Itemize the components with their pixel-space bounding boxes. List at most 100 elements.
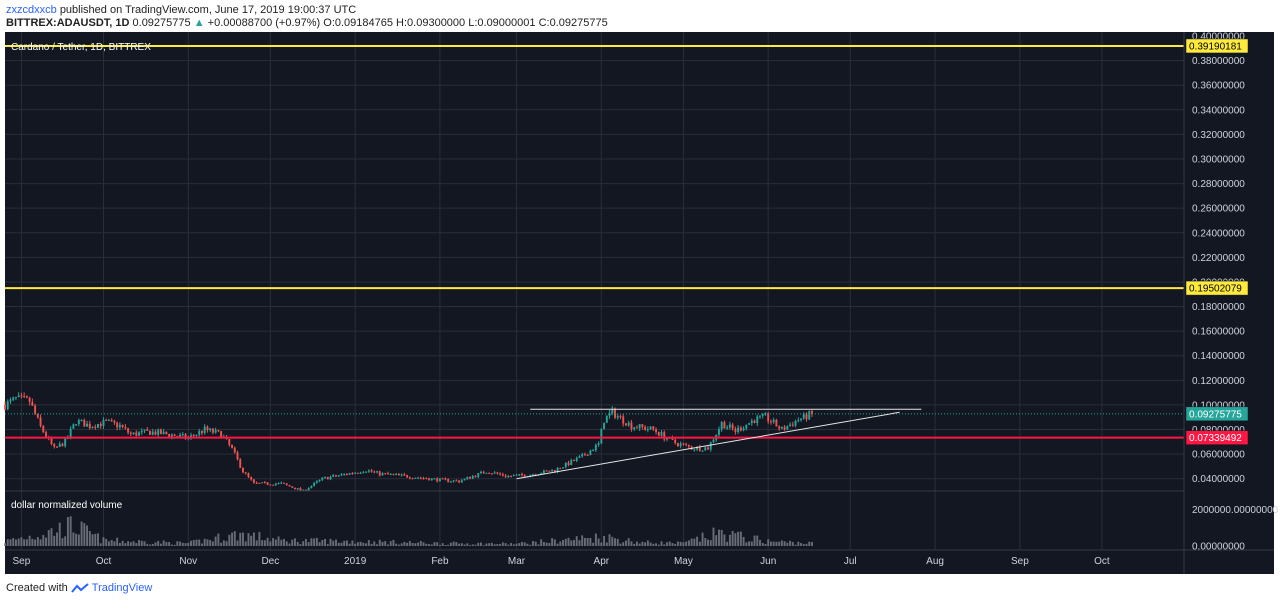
time-tick-label: Oct	[96, 556, 112, 567]
candle-body	[750, 420, 753, 424]
candle-body	[72, 424, 75, 429]
candle-body	[458, 480, 461, 483]
volume-bar	[151, 543, 154, 546]
candle-body	[698, 446, 701, 451]
volume-bar	[480, 542, 482, 546]
volume-bar	[165, 542, 168, 546]
time-tick-label: Sep	[1011, 556, 1029, 567]
volume-bar	[419, 541, 422, 546]
volume-bar	[441, 543, 444, 546]
candle-body	[389, 473, 392, 475]
volume-bar	[515, 543, 518, 546]
volume-bar	[39, 539, 42, 546]
volume-bar	[140, 540, 143, 546]
candle-body	[649, 426, 652, 430]
candle-body	[181, 434, 184, 436]
volume-bar	[778, 541, 781, 546]
tradingview-link[interactable]: TradingView	[91, 582, 153, 594]
volume-bar	[608, 534, 611, 546]
price-tick-label: 0.06000000	[1192, 450, 1245, 461]
candle-body	[373, 471, 376, 473]
volume-bar	[354, 543, 357, 546]
candle-body	[28, 397, 31, 402]
volume-bar	[376, 544, 378, 546]
candle-body	[285, 483, 288, 486]
candle-body	[165, 431, 168, 435]
volume-bar	[192, 539, 195, 546]
candle-body	[277, 483, 280, 485]
level-tag-label: 0.39190181	[1189, 41, 1242, 52]
candle-body	[542, 470, 545, 474]
candle-body	[769, 421, 772, 423]
author-link[interactable]: zxzcdxxcb	[6, 4, 57, 16]
candle-body	[589, 450, 592, 456]
candle-body	[441, 478, 444, 480]
price-tick-label: 0.26000000	[1192, 204, 1245, 215]
volume-bar	[294, 538, 296, 546]
candle-body	[638, 424, 641, 429]
volume-bar	[179, 541, 182, 546]
price-tick-label: 0.12000000	[1192, 376, 1245, 387]
candle-body	[452, 480, 455, 482]
symbol-line: BITTREX:ADAUSDT, 1D 0.09275775 ▲ +0.0008…	[6, 16, 608, 30]
up-triangle-icon: ▲	[193, 17, 205, 29]
volume-bar	[652, 543, 655, 546]
volume-bar	[553, 539, 556, 546]
candle-body	[666, 438, 668, 440]
volume-bar	[581, 535, 584, 546]
candle-body	[490, 473, 493, 475]
volume-bar	[138, 540, 140, 546]
volume-bar	[701, 532, 704, 546]
volume-bar	[767, 539, 770, 546]
volume-bar	[504, 543, 507, 546]
candle-body	[9, 399, 12, 402]
candle-body	[34, 405, 37, 414]
candle-body	[685, 443, 688, 445]
volume-bar	[389, 541, 392, 546]
price-tick-label: 0.38000000	[1192, 56, 1245, 67]
candle-body	[102, 419, 105, 427]
volume-tick-label: 0.00000000	[1192, 542, 1245, 553]
volume-bar	[209, 539, 212, 546]
volume-bar	[644, 542, 647, 546]
candle-body	[50, 437, 53, 444]
volume-bar	[597, 538, 600, 546]
time-tick-label: Jun	[760, 556, 776, 567]
candle-body	[146, 429, 149, 431]
volume-bar	[66, 517, 69, 546]
volume-bar	[304, 539, 307, 546]
volume-bar	[723, 534, 726, 546]
volume-bar	[351, 540, 354, 546]
time-tick-label: Jul	[844, 556, 857, 567]
volume-bar	[548, 542, 551, 546]
candle-body	[531, 474, 534, 476]
candle-body	[723, 422, 726, 429]
drawings	[5, 44, 1184, 480]
volume-bar	[756, 535, 759, 546]
price-chart[interactable]: 0.040000000.060000000.080000000.10000000…	[0, 32, 1280, 576]
volume-bar	[50, 528, 53, 546]
volume-bar	[791, 542, 794, 546]
candle-body	[307, 488, 310, 491]
candle-body	[611, 408, 614, 414]
price-axis-tags: 0.39190181 0.19502079 0.07339492 0.09275775	[1185, 38, 1249, 445]
volume-bar	[474, 544, 477, 546]
volume-bar	[307, 542, 310, 546]
volume-axis[interactable]: 0.00000000 2000000.00000000	[1192, 505, 1279, 553]
volume-bar	[800, 543, 802, 546]
volume-bar	[496, 543, 499, 546]
volume-bar	[395, 543, 398, 546]
candle-body	[75, 424, 78, 426]
time-axis[interactable]: Sep Oct Nov Dec 2019 Feb Mar Apr May Jun Jul Aug Sep…	[13, 556, 1110, 567]
candle-body	[728, 424, 731, 428]
price-tick-label: 0.34000000	[1192, 105, 1245, 116]
candle-body	[767, 413, 770, 422]
candle-body	[107, 420, 110, 422]
volume-bar	[408, 541, 411, 546]
candle-body	[162, 431, 165, 435]
candle-body	[206, 426, 209, 431]
volume-bar	[296, 541, 299, 546]
volume-bar	[619, 543, 622, 546]
candle-body	[742, 428, 745, 431]
candle-body	[105, 419, 108, 421]
